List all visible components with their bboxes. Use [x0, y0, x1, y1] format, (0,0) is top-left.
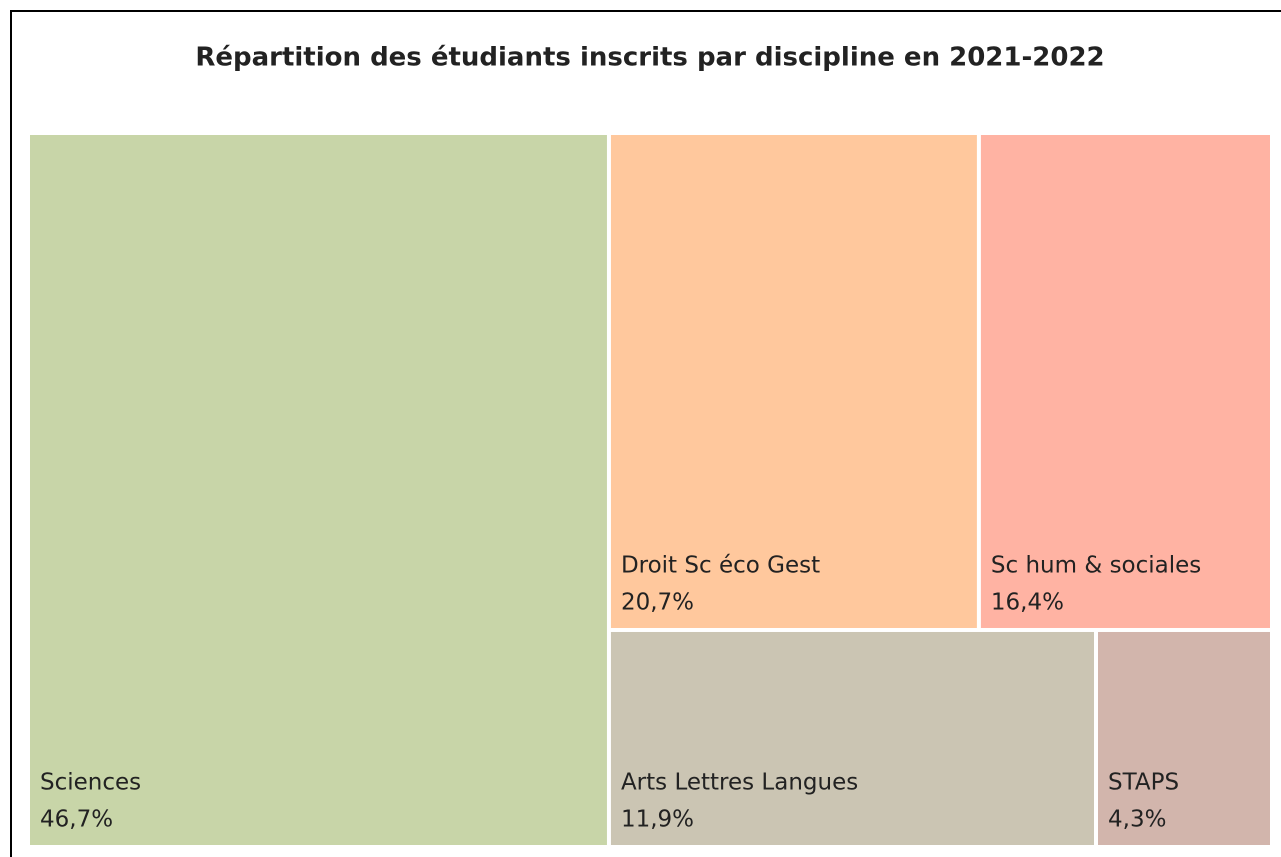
treemap-cell	[1098, 631, 1270, 845]
cell-value: 4,3%	[1108, 807, 1166, 833]
cell-label: Sciences	[40, 770, 141, 796]
cell-value: 20,7%	[621, 589, 694, 615]
cell-value: 16,4%	[991, 589, 1064, 615]
frame	[10, 10, 1281, 857]
treemap-cell	[610, 135, 977, 628]
treemap-cell	[610, 631, 1095, 845]
treemap-cell	[980, 135, 1270, 628]
cell-value: 46,7%	[40, 807, 113, 833]
treemap-cell	[30, 135, 607, 845]
cell-label: Droit Sc éco Gest	[621, 552, 820, 578]
chart-title: Répartition des étudiants inscrits par d…	[195, 43, 1104, 73]
cell-label: STAPS	[1108, 770, 1179, 796]
cell-label: Arts Lettres Langues	[621, 770, 858, 796]
cell-value: 11,9%	[621, 807, 694, 833]
cell-label: Sc hum & sociales	[991, 552, 1201, 578]
